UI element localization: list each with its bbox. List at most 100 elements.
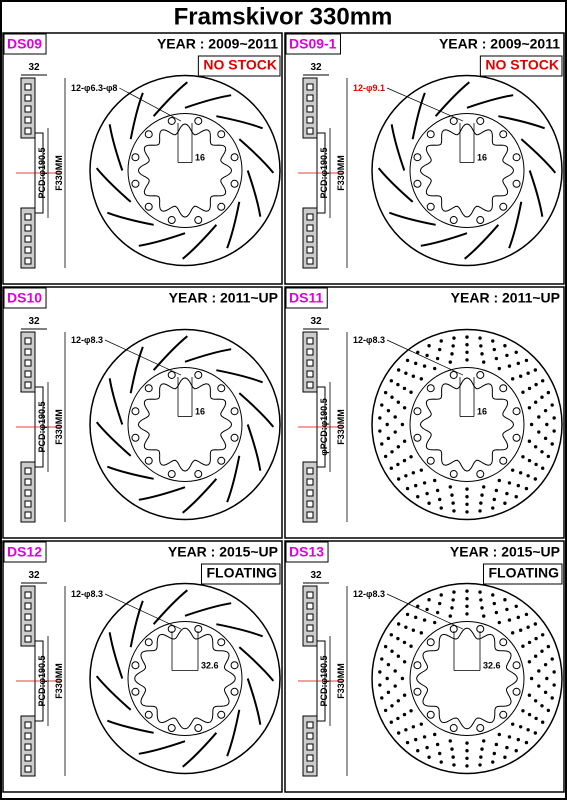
drill-hole bbox=[529, 422, 534, 427]
drill-hole bbox=[465, 510, 469, 514]
vent bbox=[24, 127, 32, 135]
drill-hole bbox=[537, 415, 541, 419]
bolt-hole bbox=[499, 384, 508, 393]
panel: DS09-1 YEAR : 2009~2011 NO STOCK 32 PCD:φ190… bbox=[284, 32, 565, 285]
rivet bbox=[194, 724, 203, 733]
drill-hole bbox=[416, 749, 420, 753]
drill-hole bbox=[518, 725, 523, 729]
leader bbox=[104, 339, 182, 376]
drill-hole bbox=[518, 628, 523, 632]
slot bbox=[152, 335, 188, 371]
thickness-label: 32 bbox=[28, 570, 40, 581]
vent bbox=[306, 500, 314, 508]
bolt-hole bbox=[217, 202, 226, 211]
drill-hole bbox=[533, 654, 538, 658]
drill-hole bbox=[448, 485, 452, 489]
drill-hole bbox=[396, 445, 401, 449]
drill-hole bbox=[526, 474, 530, 478]
vent bbox=[24, 478, 32, 486]
slot bbox=[216, 369, 264, 384]
drill-hole bbox=[540, 633, 545, 637]
pcd-label: PCD:φ190.5 bbox=[37, 402, 47, 453]
title: Framskivor 330mm bbox=[174, 3, 393, 30]
drill-hole bbox=[465, 764, 469, 768]
drill-hole bbox=[494, 356, 499, 361]
slot bbox=[138, 740, 186, 755]
bolt-hole bbox=[167, 370, 176, 379]
drill-hole bbox=[482, 739, 486, 743]
drill-hole bbox=[492, 751, 496, 756]
drill-hole bbox=[521, 644, 525, 648]
drill-hole bbox=[419, 468, 424, 472]
diameter-label: F330MM bbox=[336, 155, 346, 191]
hub bbox=[419, 377, 515, 472]
drill-hole bbox=[550, 657, 554, 661]
vent bbox=[24, 381, 32, 389]
drill-hole bbox=[422, 618, 427, 622]
vent bbox=[306, 602, 314, 610]
code-box bbox=[3, 541, 47, 563]
bolt-hole bbox=[194, 470, 203, 479]
drill-hole bbox=[389, 379, 394, 383]
slot bbox=[182, 224, 218, 260]
drill-hole bbox=[450, 606, 454, 610]
slot bbox=[152, 81, 188, 117]
drill-hole bbox=[409, 455, 413, 459]
slot bbox=[390, 124, 406, 171]
bolt-hole bbox=[426, 202, 435, 211]
vent bbox=[24, 359, 32, 367]
slot bbox=[508, 201, 523, 249]
holes-label: 12-φ8.3 bbox=[71, 589, 103, 599]
slot bbox=[246, 170, 262, 217]
panel-status: NO STOCK bbox=[203, 57, 277, 73]
status-box bbox=[197, 55, 281, 77]
panel: DS10 YEAR : 2011~UP 32 PCD:φ190.5 F330MM 12-φ… bbox=[2, 286, 283, 539]
drill-hole bbox=[521, 709, 525, 713]
status-box bbox=[200, 563, 281, 585]
bolt-hole bbox=[512, 153, 521, 162]
bolt-hole bbox=[426, 456, 435, 465]
drill-hole bbox=[465, 589, 469, 593]
drill-hole bbox=[389, 466, 394, 470]
drill-hole bbox=[396, 716, 400, 721]
drill-hole bbox=[411, 725, 416, 729]
bolt-hole bbox=[194, 370, 203, 379]
drill-hole bbox=[510, 631, 515, 635]
leader bbox=[386, 339, 464, 376]
vent bbox=[24, 224, 32, 232]
slot bbox=[216, 115, 264, 130]
slot bbox=[420, 232, 468, 247]
drill-hole bbox=[396, 477, 401, 481]
status-box bbox=[479, 55, 563, 77]
drill-hole bbox=[534, 382, 538, 387]
drill-hole bbox=[494, 610, 499, 615]
rivet bbox=[144, 638, 153, 647]
drill-hole bbox=[527, 693, 532, 697]
drill-hole bbox=[389, 720, 394, 724]
vent bbox=[24, 83, 32, 91]
drill-hole bbox=[435, 742, 440, 747]
slot bbox=[184, 348, 232, 363]
drill-hole bbox=[503, 755, 507, 759]
bolt-hole bbox=[476, 470, 485, 479]
drill-hole bbox=[465, 343, 469, 347]
drill-hole bbox=[550, 442, 554, 446]
thickness-label: 32 bbox=[310, 316, 322, 327]
rivet bbox=[449, 724, 458, 733]
rivet bbox=[131, 687, 140, 696]
hub bbox=[134, 627, 236, 730]
drill-hole bbox=[540, 649, 544, 653]
drill-hole bbox=[518, 374, 523, 378]
drill-hole bbox=[396, 699, 401, 703]
drill-hole bbox=[427, 598, 431, 602]
drill-hole bbox=[540, 395, 544, 399]
bolt-hole bbox=[217, 384, 226, 393]
vent bbox=[306, 213, 314, 221]
drill-hole bbox=[465, 335, 469, 339]
drill-hole bbox=[402, 439, 407, 443]
drill-hole bbox=[378, 429, 382, 433]
vent bbox=[306, 754, 314, 762]
drill-hole bbox=[404, 474, 408, 478]
drill-hole bbox=[450, 747, 454, 751]
vent bbox=[306, 591, 314, 599]
